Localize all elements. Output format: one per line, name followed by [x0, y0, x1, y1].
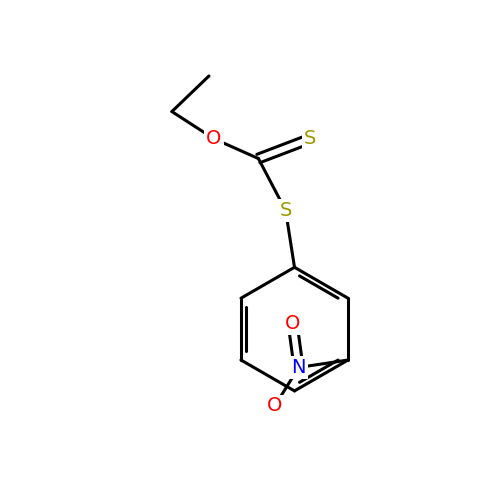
Text: N: N — [292, 358, 306, 377]
Text: O: O — [267, 396, 282, 415]
Text: S: S — [280, 201, 292, 220]
Text: S: S — [304, 129, 316, 148]
Text: O: O — [206, 129, 222, 148]
Text: O: O — [285, 314, 300, 334]
